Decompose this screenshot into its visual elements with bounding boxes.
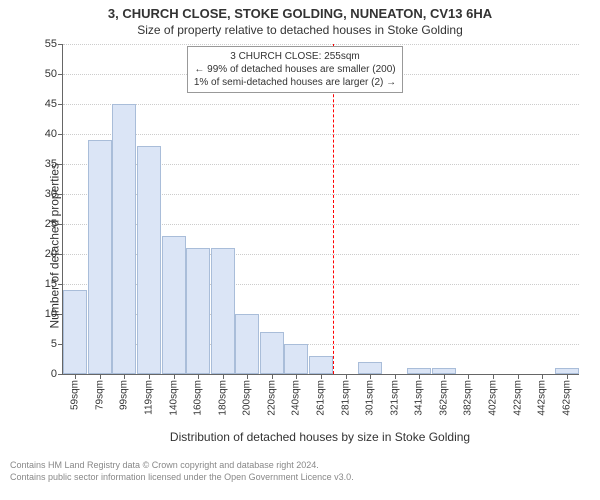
- xtick-mark: [272, 374, 273, 379]
- chart-title-sub: Size of property relative to detached ho…: [0, 21, 600, 37]
- plot-area: 051015202530354045505559sqm79sqm99sqm119…: [62, 44, 579, 375]
- xtick-label: 382sqm: [463, 380, 474, 416]
- annotation-line: ← 99% of detached houses are smaller (20…: [194, 63, 396, 76]
- xtick-label: 442sqm: [537, 380, 548, 416]
- gridline: [63, 44, 579, 45]
- xtick-label: 240sqm: [291, 380, 302, 416]
- gridline: [63, 134, 579, 135]
- xtick-label: 140sqm: [168, 380, 179, 416]
- ytick-label: 45: [45, 98, 63, 110]
- xtick-label: 99sqm: [119, 380, 130, 410]
- chart-footer: Contains HM Land Registry data © Crown c…: [10, 460, 354, 483]
- chart-title-main: 3, CHURCH CLOSE, STOKE GOLDING, NUNEATON…: [0, 0, 600, 21]
- histogram-bar: [309, 356, 333, 374]
- xtick-mark: [247, 374, 248, 379]
- histogram-bar: [358, 362, 382, 374]
- histogram-bar: [88, 140, 112, 374]
- xtick-label: 281sqm: [340, 380, 351, 416]
- histogram-bar: [186, 248, 210, 374]
- annotation-box: 3 CHURCH CLOSE: 255sqm← 99% of detached …: [187, 46, 403, 93]
- reference-line: [333, 44, 334, 374]
- xtick-label: 462sqm: [561, 380, 572, 416]
- xtick-label: 422sqm: [512, 380, 523, 416]
- xtick-mark: [198, 374, 199, 379]
- xtick-label: 119sqm: [144, 380, 155, 415]
- xtick-mark: [518, 374, 519, 379]
- xtick-mark: [75, 374, 76, 379]
- xtick-label: 301sqm: [365, 380, 376, 416]
- xtick-label: 79sqm: [94, 380, 105, 410]
- histogram-bar: [63, 290, 87, 374]
- xtick-mark: [395, 374, 396, 379]
- ytick-label: 5: [51, 338, 63, 350]
- footer-line-2: Contains public sector information licen…: [10, 472, 354, 484]
- x-axis-label: Distribution of detached houses by size …: [62, 430, 578, 444]
- xtick-label: 402sqm: [488, 380, 499, 416]
- xtick-label: 200sqm: [242, 380, 253, 416]
- annotation-line: 3 CHURCH CLOSE: 255sqm: [194, 50, 396, 63]
- xtick-mark: [493, 374, 494, 379]
- xtick-mark: [124, 374, 125, 379]
- ytick-label: 55: [45, 38, 63, 50]
- xtick-mark: [468, 374, 469, 379]
- histogram-bar: [162, 236, 186, 374]
- histogram-bar: [284, 344, 308, 374]
- ytick-label: 0: [51, 368, 63, 380]
- xtick-mark: [174, 374, 175, 379]
- chart-container: { "title_main": "3, CHURCH CLOSE, STOKE …: [0, 0, 600, 500]
- annotation-line: 1% of semi-detached houses are larger (2…: [194, 76, 396, 89]
- xtick-mark: [321, 374, 322, 379]
- xtick-mark: [567, 374, 568, 379]
- ytick-label: 40: [45, 128, 63, 140]
- y-axis-label: Number of detached properties: [47, 163, 61, 328]
- xtick-mark: [149, 374, 150, 379]
- xtick-mark: [100, 374, 101, 379]
- histogram-bar: [112, 104, 136, 374]
- xtick-label: 59sqm: [70, 380, 81, 410]
- xtick-mark: [223, 374, 224, 379]
- footer-line-1: Contains HM Land Registry data © Crown c…: [10, 460, 354, 472]
- xtick-mark: [346, 374, 347, 379]
- xtick-label: 362sqm: [438, 380, 449, 416]
- histogram-bar: [235, 314, 259, 374]
- xtick-label: 261sqm: [316, 380, 327, 416]
- gridline: [63, 104, 579, 105]
- xtick-mark: [444, 374, 445, 379]
- xtick-mark: [370, 374, 371, 379]
- xtick-label: 341sqm: [414, 380, 425, 416]
- xtick-mark: [542, 374, 543, 379]
- xtick-mark: [296, 374, 297, 379]
- xtick-label: 220sqm: [266, 380, 277, 416]
- xtick-label: 180sqm: [217, 380, 228, 416]
- histogram-bar: [211, 248, 235, 374]
- histogram-bar: [260, 332, 284, 374]
- xtick-label: 160sqm: [193, 380, 204, 416]
- histogram-bar: [137, 146, 161, 374]
- ytick-label: 50: [45, 68, 63, 80]
- xtick-label: 321sqm: [389, 380, 400, 416]
- xtick-mark: [419, 374, 420, 379]
